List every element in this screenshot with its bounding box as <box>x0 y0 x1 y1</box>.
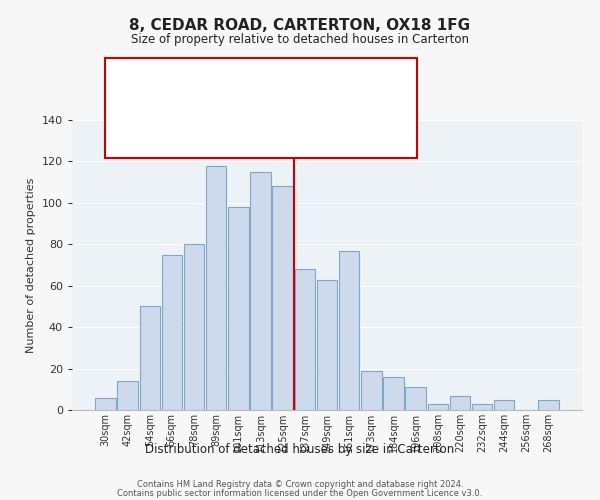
Bar <box>295 269 315 410</box>
Bar <box>272 186 293 410</box>
Bar <box>538 400 559 410</box>
Bar <box>406 387 426 410</box>
Bar <box>339 250 359 410</box>
Bar <box>361 370 382 410</box>
Text: Distribution of detached houses by size in Carterton: Distribution of detached houses by size … <box>145 442 455 456</box>
Text: 8, CEDAR ROAD, CARTERTON, OX18 1FG: 8, CEDAR ROAD, CARTERTON, OX18 1FG <box>130 18 470 32</box>
Bar <box>118 381 138 410</box>
Bar <box>383 377 404 410</box>
Bar <box>161 254 182 410</box>
Y-axis label: Number of detached properties: Number of detached properties <box>26 178 36 352</box>
Text: ← 70% of detached houses are smaller (649): ← 70% of detached houses are smaller (64… <box>144 88 378 99</box>
Bar <box>472 404 493 410</box>
Bar <box>95 398 116 410</box>
Bar <box>494 400 514 410</box>
Text: Size of property relative to detached houses in Carterton: Size of property relative to detached ho… <box>131 32 469 46</box>
Bar <box>428 404 448 410</box>
Text: Contains public sector information licensed under the Open Government Licence v3: Contains public sector information licen… <box>118 489 482 498</box>
Text: 30% of semi-detached houses are larger (277) →: 30% of semi-detached houses are larger (… <box>133 106 389 117</box>
Bar <box>250 172 271 410</box>
Bar <box>140 306 160 410</box>
Bar <box>317 280 337 410</box>
Bar <box>450 396 470 410</box>
Text: 8 CEDAR ROAD: 136sqm: 8 CEDAR ROAD: 136sqm <box>185 70 337 80</box>
Bar <box>184 244 204 410</box>
Bar <box>206 166 226 410</box>
Bar <box>228 207 248 410</box>
Text: Contains HM Land Registry data © Crown copyright and database right 2024.: Contains HM Land Registry data © Crown c… <box>137 480 463 489</box>
